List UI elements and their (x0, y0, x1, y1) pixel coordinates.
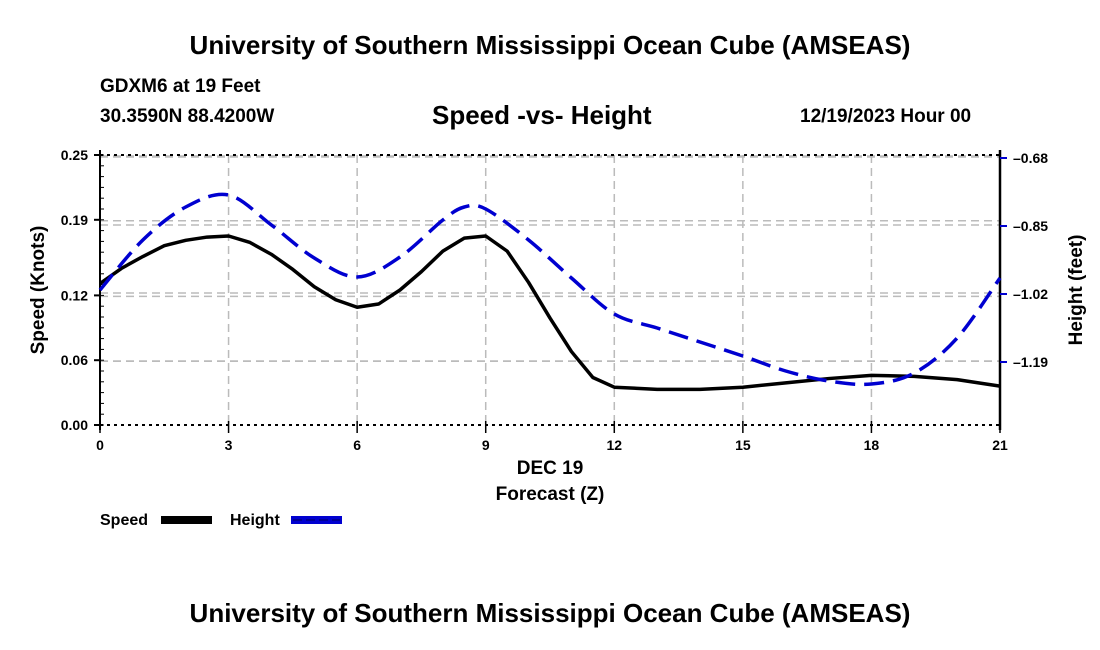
x-date-label: DEC 19 (517, 458, 584, 479)
y-tick-label: 0.00 (61, 417, 88, 433)
y-axis-title: Speed (Knots) (28, 226, 49, 355)
y2-tick-label: –0.85 (1013, 218, 1048, 234)
grid (100, 155, 1000, 425)
chart-title: Speed -vs- Height (432, 100, 652, 130)
axes: 0.00 0.06 0.12 0.19 0.25 –0.68 –0.85 –1.02 –1.19… (61, 147, 1048, 453)
station-label: GDXM6 at 19 Feet (100, 76, 261, 97)
legend-label-speed: Speed (100, 512, 148, 529)
y2-axis-title: Height (feet) (1066, 235, 1087, 346)
x-tick-label: 6 (353, 437, 361, 453)
legend-swatch-height (291, 516, 342, 524)
legend-swatch-speed (161, 516, 212, 524)
datetime-label: 12/19/2023 Hour 00 (800, 106, 972, 127)
footer-title: University of Southern Mississippi Ocean… (189, 598, 911, 628)
x-tick-label: 21 (992, 437, 1008, 453)
x-tick-label: 18 (864, 437, 880, 453)
y-tick-label: 0.19 (61, 212, 88, 228)
y2-tick-label: –0.68 (1013, 150, 1048, 166)
y-tick-label: 0.12 (61, 287, 88, 303)
x-tick-label: 0 (96, 437, 104, 453)
y2-tick-label: –1.19 (1013, 354, 1048, 370)
legend-label-height: Height (230, 512, 280, 529)
page-title: University of Southern Mississippi Ocean… (189, 30, 911, 60)
y-tick-label: 0.25 (61, 147, 88, 163)
x-axis-title: Forecast (Z) (496, 484, 605, 505)
x-tick-label: 3 (225, 437, 233, 453)
x-tick-label: 15 (735, 437, 751, 453)
y-tick-label: 0.06 (61, 352, 88, 368)
x-tick-label: 9 (482, 437, 490, 453)
series-layer (98, 192, 1002, 392)
y2-tick-label: –1.02 (1013, 286, 1048, 302)
coordinates-label: 30.3590N 88.4200W (100, 106, 275, 127)
series-line-speed (98, 234, 1001, 392)
series-line-height (98, 192, 1002, 387)
legend: Speed Height (100, 512, 342, 529)
x-tick-label: 12 (606, 437, 622, 453)
